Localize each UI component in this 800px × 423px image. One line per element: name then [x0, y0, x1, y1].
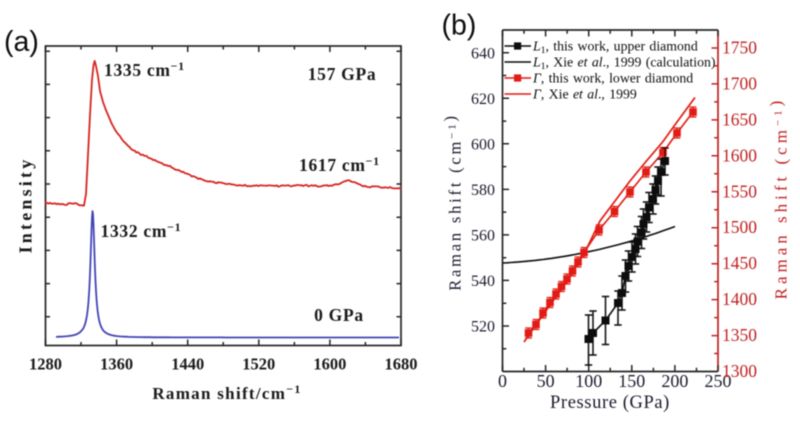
- svg-text:200: 200: [661, 371, 688, 391]
- svg-text:157 GPa: 157 GPa: [308, 64, 377, 84]
- svg-text:Γ, this work, lower diamond: Γ, this work, lower diamond: [532, 71, 693, 86]
- svg-text:1750: 1750: [722, 38, 757, 58]
- svg-text:1680: 1680: [385, 355, 418, 374]
- svg-text:L1, Xie et al., 1999 (calculat: L1, Xie et al., 1999 (calculation): [532, 55, 715, 73]
- svg-text:150: 150: [618, 371, 645, 391]
- svg-text:1300: 1300: [722, 361, 757, 381]
- svg-text:Intensity: Intensity: [16, 157, 36, 254]
- svg-text:Pressure (GPa): Pressure (GPa): [550, 393, 670, 413]
- svg-text:640: 640: [471, 45, 495, 62]
- svg-text:1700: 1700: [722, 73, 757, 93]
- svg-text:620: 620: [471, 91, 495, 108]
- svg-text:520: 520: [471, 319, 495, 336]
- svg-text:1400: 1400: [722, 289, 757, 309]
- svg-text:Raman shift/cm−1: Raman shift/cm−1: [152, 382, 301, 403]
- svg-text:Γ, Xie et al., 1999: Γ, Xie et al., 1999: [532, 87, 637, 102]
- svg-text:1280: 1280: [29, 355, 62, 374]
- svg-text:1335 cm−1: 1335 cm−1: [104, 59, 185, 80]
- svg-text:1440: 1440: [171, 355, 204, 374]
- svg-text:L1, this work, upper diamond: L1, this work, upper diamond: [532, 39, 698, 57]
- svg-text:50: 50: [537, 371, 555, 391]
- svg-text:0 GPa: 0 GPa: [314, 305, 364, 325]
- svg-text:1520: 1520: [242, 355, 275, 374]
- svg-text:1650: 1650: [722, 109, 757, 129]
- svg-text:1600: 1600: [722, 145, 757, 165]
- svg-text:1332 cm−1: 1332 cm−1: [101, 220, 182, 241]
- svg-text:0: 0: [498, 371, 507, 391]
- svg-text:1450: 1450: [722, 253, 757, 273]
- svg-text:1617 cm−1: 1617 cm−1: [299, 154, 380, 175]
- svg-text:1500: 1500: [722, 217, 757, 237]
- svg-text:600: 600: [471, 136, 495, 153]
- svg-text:(b): (b): [442, 10, 477, 42]
- svg-text:1350: 1350: [722, 325, 757, 345]
- svg-text:(a): (a): [4, 26, 39, 58]
- svg-text:580: 580: [471, 182, 495, 199]
- svg-text:1600: 1600: [313, 355, 346, 374]
- svg-text:250: 250: [705, 371, 732, 391]
- svg-text:100: 100: [575, 371, 602, 391]
- svg-text:1360: 1360: [100, 355, 133, 374]
- svg-text:540: 540: [471, 273, 495, 290]
- svg-text:1550: 1550: [722, 181, 757, 201]
- svg-text:560: 560: [471, 227, 495, 244]
